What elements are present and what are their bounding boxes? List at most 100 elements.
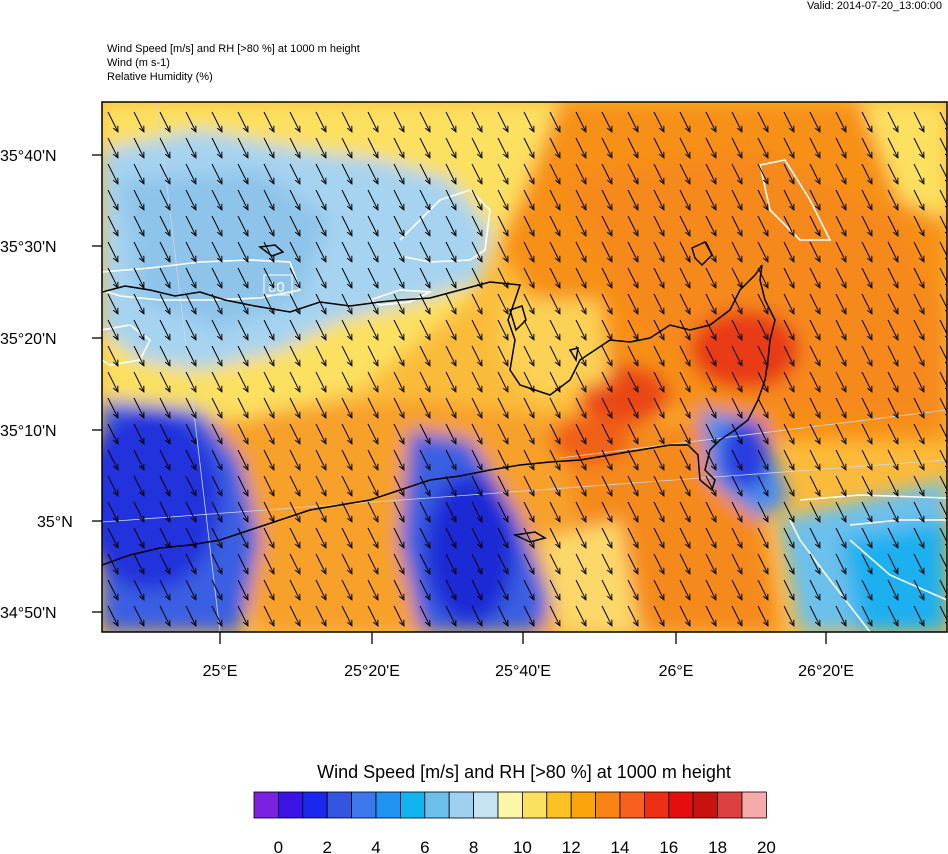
wind-arrow bbox=[211, 345, 223, 367]
wind-arrow bbox=[367, 137, 379, 159]
wind-arrow bbox=[653, 215, 665, 237]
wind-arrow bbox=[211, 423, 223, 445]
wind-arrowhead bbox=[294, 125, 301, 133]
wind-arrow bbox=[731, 605, 743, 627]
wind-arrow bbox=[679, 215, 691, 237]
wind-arrowhead bbox=[346, 567, 353, 575]
wind-arrowhead bbox=[450, 281, 457, 289]
wind-arrow bbox=[237, 189, 249, 211]
wind-arrowhead bbox=[112, 203, 119, 211]
wind-arrowhead bbox=[268, 515, 275, 523]
valid-time: Valid: 2014-07-20_13:00:00 bbox=[807, 0, 942, 12]
wind-arrow bbox=[653, 293, 665, 315]
wind-arrow bbox=[835, 345, 847, 367]
wind-arrow bbox=[861, 371, 873, 393]
wind-arrowhead bbox=[112, 437, 119, 445]
wind-arrowhead bbox=[294, 437, 301, 445]
wind-arrowhead bbox=[398, 151, 405, 159]
wind-arrowhead bbox=[814, 567, 821, 575]
wind-arrow bbox=[497, 137, 509, 159]
legend-color-box bbox=[644, 791, 670, 819]
wind-arrow bbox=[419, 475, 431, 497]
wind-arrowhead bbox=[606, 281, 613, 289]
wind-arrow bbox=[861, 527, 873, 549]
legend-color-box bbox=[522, 791, 548, 819]
wind-arrowhead bbox=[606, 619, 613, 627]
wind-arrow bbox=[523, 605, 535, 627]
wind-arrowhead bbox=[346, 255, 353, 263]
wind-arrow bbox=[263, 397, 275, 419]
wind-arrowhead bbox=[294, 489, 301, 497]
wind-arrowhead bbox=[476, 541, 483, 549]
wind-arrowhead bbox=[242, 541, 249, 549]
wind-arrow bbox=[315, 475, 327, 497]
wind-arrowhead bbox=[840, 359, 847, 367]
wind-arrowhead bbox=[580, 203, 587, 211]
wind-arrowhead bbox=[814, 203, 821, 211]
wind-arrowhead bbox=[242, 593, 249, 601]
wind-arrow bbox=[471, 605, 483, 627]
wind-arrowhead bbox=[502, 359, 509, 367]
wind-arrow bbox=[419, 345, 431, 367]
wind-arrow bbox=[185, 501, 197, 523]
wind-arrowhead bbox=[216, 567, 223, 575]
wind-arrow bbox=[367, 475, 379, 497]
wind-arrowhead bbox=[736, 489, 743, 497]
wind-arrowhead bbox=[216, 619, 223, 627]
wind-arrow bbox=[861, 449, 873, 471]
wind-arrowhead bbox=[190, 177, 197, 185]
wind-arrowhead bbox=[398, 255, 405, 263]
wind-arrowhead bbox=[528, 203, 535, 211]
wind-arrowhead bbox=[294, 515, 301, 523]
wind-arrowhead bbox=[866, 125, 873, 133]
wind-arrow bbox=[731, 579, 743, 601]
legend-color-box bbox=[692, 791, 719, 819]
wind-arrow bbox=[757, 163, 769, 185]
wind-arrow bbox=[393, 345, 405, 367]
wind-arrowhead bbox=[398, 567, 405, 575]
wind-arrowhead bbox=[684, 177, 691, 185]
wind-arrow bbox=[185, 163, 197, 185]
legend-color-box bbox=[595, 791, 621, 819]
wind-arrow bbox=[913, 527, 925, 549]
wind-arrowhead bbox=[866, 567, 873, 575]
wind-arrowhead bbox=[138, 229, 145, 237]
wind-arrow bbox=[939, 267, 947, 284]
wind-arrowhead bbox=[736, 359, 743, 367]
wind-arrowhead bbox=[320, 281, 327, 289]
wind-arrow bbox=[679, 293, 691, 315]
wind-arrow bbox=[861, 241, 873, 263]
wind-arrow bbox=[627, 527, 639, 549]
wind-arrowhead bbox=[736, 541, 743, 549]
wind-arrowhead bbox=[398, 333, 405, 341]
wind-arrow bbox=[809, 579, 821, 601]
wind-arrowhead bbox=[294, 281, 301, 289]
wind-arrow bbox=[731, 553, 743, 575]
wind-arrowhead bbox=[918, 593, 925, 601]
wind-arrowhead bbox=[840, 203, 847, 211]
wind-arrowhead bbox=[814, 255, 821, 263]
wind-arrow bbox=[939, 449, 947, 466]
wind-arrow bbox=[419, 293, 431, 315]
wind-arrow bbox=[471, 449, 483, 471]
wind-arrowhead bbox=[606, 177, 613, 185]
wind-arrow bbox=[757, 475, 769, 497]
wind-arrow bbox=[237, 319, 249, 341]
wind-arrow bbox=[497, 605, 509, 627]
wind-arrowhead bbox=[866, 437, 873, 445]
wind-arrowhead bbox=[840, 463, 847, 471]
wind-arrowhead bbox=[788, 229, 795, 237]
wind-arrow bbox=[185, 267, 197, 289]
wind-arrowhead bbox=[190, 593, 197, 601]
wind-arrowhead bbox=[632, 567, 639, 575]
wind-arrow bbox=[627, 553, 639, 575]
wind-arrowhead bbox=[684, 619, 691, 627]
wind-arrow bbox=[601, 397, 613, 419]
wind-arrowhead bbox=[476, 489, 483, 497]
wind-arrow bbox=[185, 423, 197, 445]
wind-arrowhead bbox=[294, 333, 301, 341]
wind-arrowhead bbox=[450, 619, 457, 627]
wind-arrowhead bbox=[320, 515, 327, 523]
wind-arrow bbox=[341, 501, 353, 523]
wind-arrowhead bbox=[268, 125, 275, 133]
